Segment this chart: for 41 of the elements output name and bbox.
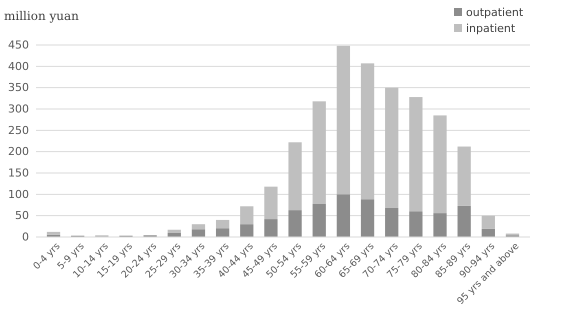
y-tick-label: 300: [8, 102, 29, 116]
bar: [458, 206, 471, 237]
y-tick-label: 400: [8, 60, 29, 73]
bar: [409, 211, 423, 237]
bar: [312, 204, 326, 237]
bar: [192, 224, 206, 230]
y-axis-title: million yuan: [4, 9, 80, 23]
y-tick-label: 50: [15, 209, 29, 222]
y-tick-label: 150: [8, 166, 29, 180]
bar: [264, 186, 278, 220]
legend-label: inpatient: [466, 22, 516, 35]
bar: [216, 228, 230, 237]
y-tick-label: 450: [8, 38, 29, 52]
y-tick-label: 0: [22, 230, 29, 244]
legend-label: outpatient: [466, 6, 524, 19]
bar: [385, 208, 398, 237]
bar: [216, 220, 230, 228]
bar: [168, 232, 181, 237]
y-tick-label: 200: [8, 145, 29, 158]
bar: [409, 97, 423, 212]
bar: [336, 46, 350, 194]
bar: [312, 101, 326, 204]
bar: [336, 194, 350, 237]
bar: [46, 232, 60, 235]
bar: [360, 199, 374, 237]
y-tick-label: 100: [8, 188, 29, 201]
bar: [458, 146, 471, 206]
bar: [433, 213, 447, 237]
bar: [288, 210, 302, 237]
bar: [168, 230, 181, 233]
bar: [482, 228, 495, 237]
bar: [288, 142, 302, 210]
bar: [385, 88, 398, 208]
bar: [433, 115, 447, 214]
bar: [360, 63, 374, 200]
bar: [240, 224, 254, 237]
bar: [482, 216, 495, 229]
y-tick-label: 350: [8, 81, 29, 94]
y-tick-label: 250: [8, 124, 29, 137]
bar: [240, 206, 254, 224]
bar: [264, 219, 278, 237]
